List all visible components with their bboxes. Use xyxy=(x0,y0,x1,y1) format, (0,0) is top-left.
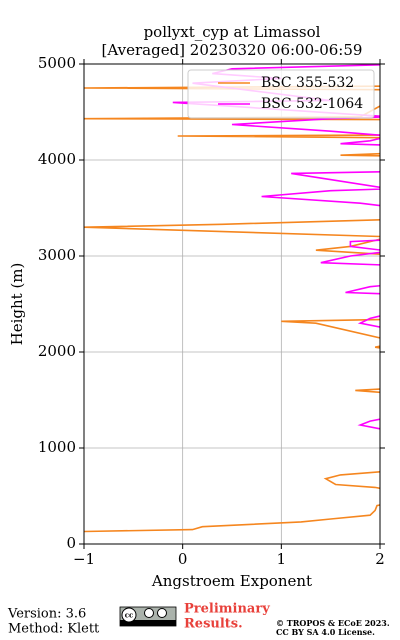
legend xyxy=(187,69,375,119)
x-tick-label: 0 xyxy=(178,550,188,568)
y-tick-label: 4000 xyxy=(38,150,76,168)
cc-logo: cc xyxy=(119,606,177,627)
legend-label: BSC 355-532 xyxy=(261,75,354,91)
x-tick-label: 1 xyxy=(277,550,287,568)
profile-line xyxy=(84,85,380,533)
chart-title: pollyxt_cyp at Limassol xyxy=(144,23,321,41)
y-tick-label: 0 xyxy=(66,534,76,552)
y-tick-label: 5000 xyxy=(38,54,76,72)
legend-label: BSC 532-1064 xyxy=(261,96,363,112)
plot-frame xyxy=(83,63,381,545)
notice: Results. xyxy=(184,617,243,632)
x-tick-label: 2 xyxy=(375,550,385,568)
notice: Preliminary xyxy=(184,602,270,617)
y-tick-label: 2000 xyxy=(38,342,76,360)
profile-line xyxy=(172,64,380,430)
x-tick-label: −1 xyxy=(73,550,95,568)
plot-lines xyxy=(84,64,380,533)
x-axis-label: Angstroem Exponent xyxy=(151,572,312,590)
license: CC BY SA 4.0 License. xyxy=(276,627,375,637)
chart-subtitle: [Averaged] 20230320 06:00-06:59 xyxy=(102,41,363,59)
method: Method: Klett xyxy=(8,622,100,637)
y-tick-label: 1000 xyxy=(38,438,76,456)
y-axis-label: Height (m) xyxy=(8,263,26,346)
license: © TROPOS & ECoE 2023. xyxy=(276,618,390,628)
y-tick-label: 3000 xyxy=(38,246,76,264)
version: Version: 3.6 xyxy=(7,607,86,622)
svg-text:cc: cc xyxy=(125,611,134,620)
